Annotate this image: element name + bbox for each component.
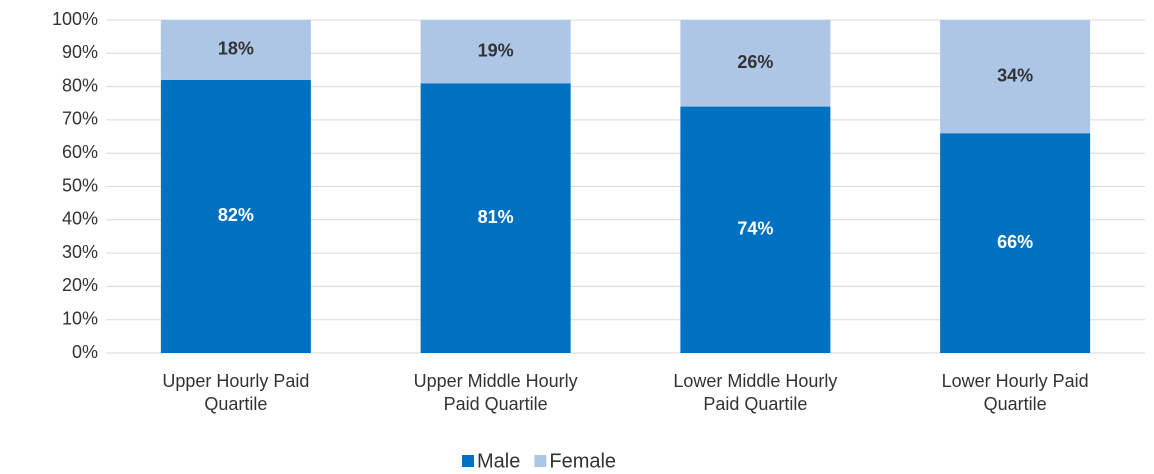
y-tick-label: 30%	[62, 242, 98, 262]
data-label: 34%	[997, 65, 1033, 85]
y-tick-label: 70%	[62, 109, 98, 129]
bar-segment	[160, 79, 311, 353]
y-tick-label: 80%	[62, 75, 98, 95]
y-tick-label: 60%	[62, 142, 98, 162]
y-tick-label: 90%	[62, 42, 98, 62]
legend-swatch	[534, 455, 547, 467]
bar-segment	[940, 133, 1091, 353]
x-tick-label: Upper Middle Hourly Paid Quartile	[413, 371, 578, 414]
y-tick-label: 100%	[52, 9, 98, 29]
x-tick-label: Upper Hourly Paid Quartile	[162, 371, 310, 414]
data-label: 26%	[737, 52, 773, 72]
data-label: 74%	[737, 219, 773, 239]
bar-segment	[420, 83, 571, 354]
data-label: 82%	[218, 205, 254, 225]
bar-segment	[420, 20, 571, 84]
data-label: 19%	[478, 40, 514, 60]
y-tick-label: 40%	[62, 209, 98, 229]
legend-swatch	[462, 455, 474, 467]
bar-segment	[160, 20, 311, 80]
bar-segment	[680, 106, 831, 353]
data-label: 81%	[478, 207, 514, 227]
x-tick-label: Lower Middle Hourly Paid Quartile	[673, 371, 838, 414]
legend-label: Female	[549, 450, 616, 472]
y-tick-label: 20%	[62, 275, 98, 295]
x-tick-label: Lower Hourly Paid Quartile	[941, 371, 1089, 414]
bar-segment	[940, 20, 1091, 134]
legend-label: Male	[477, 450, 520, 472]
data-label: 66%	[997, 232, 1033, 252]
y-tick-label: 0%	[72, 342, 98, 362]
y-tick-label: 10%	[62, 308, 98, 328]
data-label: 18%	[218, 39, 254, 59]
y-tick-label: 50%	[62, 175, 98, 195]
bar-segment	[680, 20, 831, 107]
